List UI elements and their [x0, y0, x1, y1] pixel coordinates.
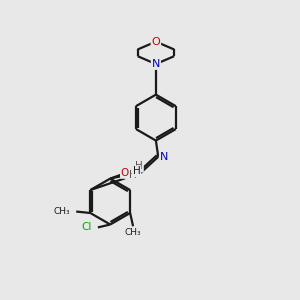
Text: O: O	[121, 168, 129, 178]
Text: H: H	[129, 170, 137, 180]
Text: N: N	[160, 152, 168, 162]
Text: N: N	[152, 59, 160, 69]
Text: H: H	[133, 166, 140, 176]
Text: CH₃: CH₃	[125, 228, 141, 237]
Text: CH₃: CH₃	[54, 207, 70, 216]
Text: O: O	[152, 37, 160, 46]
Text: H: H	[126, 169, 134, 179]
Text: Cl: Cl	[81, 222, 92, 233]
Text: H: H	[135, 161, 143, 172]
